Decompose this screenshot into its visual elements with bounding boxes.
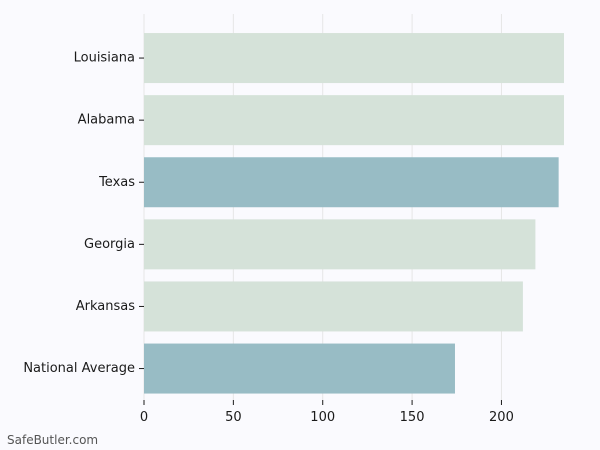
x-axis-ticks: 0 50 100 150 200 [140, 400, 514, 425]
y-axis-ticks: Louisiana Alabama Texas Georgia Arkansas Nati… [23, 51, 144, 376]
x-tick-label: 200 [489, 410, 514, 425]
x-tick-label: 0 [140, 410, 148, 425]
bar [144, 219, 536, 270]
bar [144, 95, 564, 146]
bar [144, 157, 559, 208]
bars [144, 33, 564, 394]
x-tick-label: 150 [400, 410, 425, 425]
y-tick-label: Arkansas [76, 299, 135, 314]
watermark-text: SafeButler.com [7, 433, 99, 447]
bar [144, 281, 523, 332]
y-tick-label: National Average [23, 361, 135, 376]
y-tick-label: Louisiana [74, 51, 135, 66]
bar [144, 343, 455, 394]
y-tick-label: Alabama [78, 113, 135, 128]
y-tick-label: Texas [98, 175, 135, 190]
bar [144, 33, 564, 84]
x-tick-label: 100 [310, 410, 335, 425]
y-tick-label: Georgia [84, 237, 135, 252]
x-tick-label: 50 [225, 410, 242, 425]
